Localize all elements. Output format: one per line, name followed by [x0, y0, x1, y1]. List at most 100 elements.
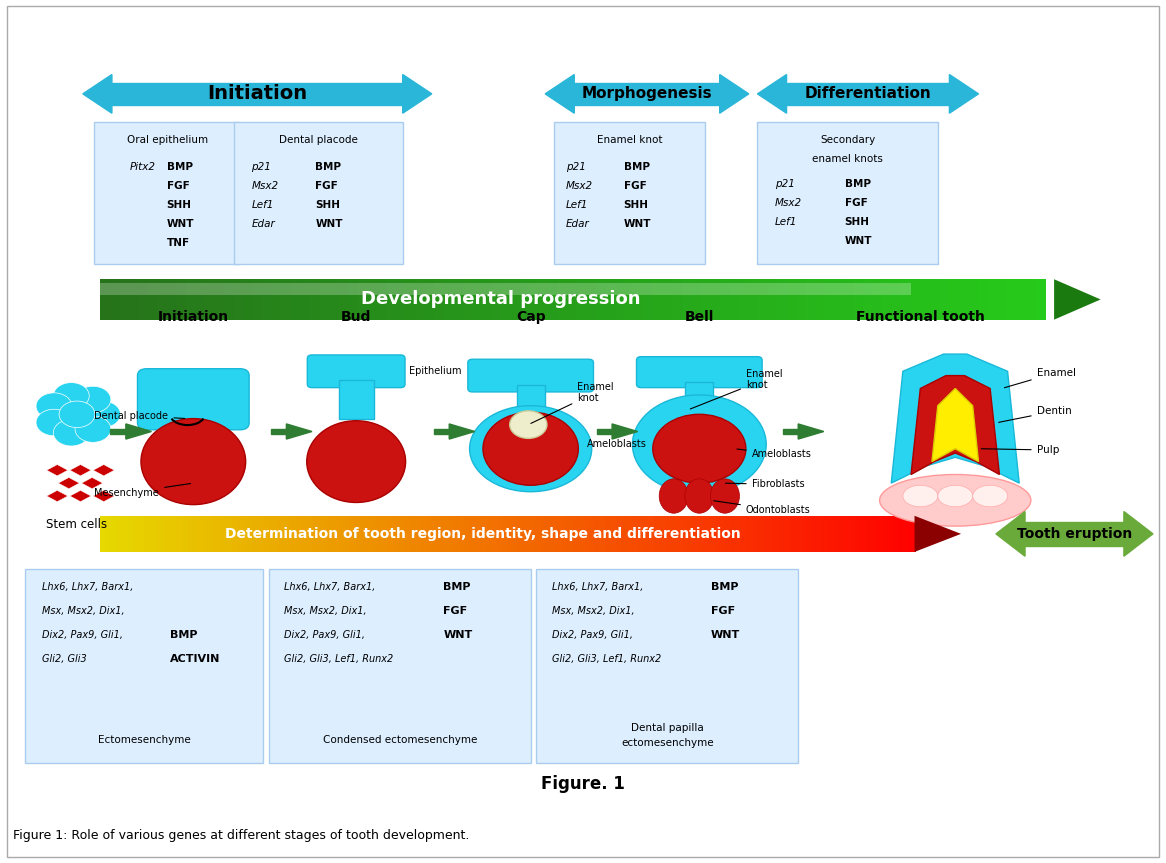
Bar: [166, 516, 173, 552]
Text: Lhx6, Lhx7, Barx1,: Lhx6, Lhx7, Barx1,: [552, 582, 642, 592]
Ellipse shape: [470, 406, 591, 492]
Bar: [801, 516, 807, 552]
Bar: [431, 516, 438, 552]
Text: TNF: TNF: [167, 238, 190, 248]
Bar: [721, 280, 731, 319]
Bar: [567, 516, 574, 552]
Bar: [139, 516, 145, 552]
Text: Ectomesenchyme: Ectomesenchyme: [98, 735, 190, 746]
Bar: [816, 280, 827, 319]
Bar: [660, 516, 666, 552]
Bar: [339, 280, 350, 319]
Bar: [625, 280, 635, 319]
Bar: [568, 280, 578, 319]
Bar: [653, 280, 665, 319]
Bar: [529, 516, 535, 552]
Bar: [290, 516, 297, 552]
Bar: [406, 280, 416, 319]
Bar: [673, 280, 683, 319]
Text: Msx, Msx2, Dix1,: Msx, Msx2, Dix1,: [285, 606, 366, 616]
Ellipse shape: [902, 485, 937, 507]
Bar: [491, 516, 498, 552]
Text: Dix2, Pax9, Gli1,: Dix2, Pax9, Gli1,: [42, 630, 124, 640]
Bar: [182, 516, 188, 552]
Bar: [638, 516, 645, 552]
Bar: [511, 280, 521, 319]
FancyBboxPatch shape: [575, 83, 719, 104]
Bar: [281, 280, 293, 319]
Bar: [187, 280, 197, 319]
Bar: [349, 280, 359, 319]
Bar: [838, 516, 845, 552]
Bar: [149, 516, 156, 552]
Bar: [546, 516, 552, 552]
Text: Ameloblasts: Ameloblasts: [586, 439, 646, 450]
Bar: [122, 516, 128, 552]
Bar: [596, 280, 607, 319]
Polygon shape: [612, 424, 638, 439]
Bar: [736, 516, 742, 552]
Bar: [520, 280, 531, 319]
Bar: [117, 516, 124, 552]
Text: Differentiation: Differentiation: [805, 86, 932, 101]
Text: Dix2, Pax9, Gli1,: Dix2, Pax9, Gli1,: [552, 630, 633, 640]
Text: BMP: BMP: [167, 162, 192, 173]
Text: FGF: FGF: [316, 181, 338, 192]
Bar: [501, 516, 508, 552]
Bar: [796, 280, 807, 319]
Bar: [930, 280, 941, 319]
Text: SHH: SHH: [844, 217, 870, 227]
Bar: [795, 516, 802, 552]
Bar: [360, 516, 367, 552]
Polygon shape: [996, 512, 1025, 557]
Bar: [187, 516, 194, 552]
Polygon shape: [799, 424, 824, 439]
Bar: [393, 516, 400, 552]
Polygon shape: [82, 477, 103, 488]
Bar: [682, 280, 693, 319]
Bar: [458, 516, 465, 552]
Bar: [616, 516, 623, 552]
Bar: [778, 280, 788, 319]
Text: FGF: FGF: [624, 181, 646, 192]
Text: WNT: WNT: [167, 219, 194, 229]
Bar: [901, 280, 912, 319]
Bar: [616, 280, 626, 319]
Bar: [606, 280, 617, 319]
Polygon shape: [914, 516, 961, 552]
Bar: [627, 516, 633, 552]
Bar: [111, 429, 126, 434]
Circle shape: [54, 419, 90, 446]
Bar: [648, 516, 655, 552]
Bar: [386, 280, 398, 319]
Bar: [909, 516, 915, 552]
Polygon shape: [93, 464, 114, 476]
Text: Gli2, Gli3: Gli2, Gli3: [42, 654, 86, 665]
Text: Edar: Edar: [566, 219, 589, 229]
Bar: [280, 516, 286, 552]
Bar: [454, 280, 464, 319]
Bar: [687, 516, 693, 552]
Bar: [350, 516, 357, 552]
Bar: [988, 280, 998, 319]
Bar: [881, 516, 888, 552]
Circle shape: [36, 409, 72, 436]
Bar: [589, 516, 596, 552]
Text: WNT: WNT: [711, 630, 740, 640]
Text: p21: p21: [252, 162, 272, 173]
Bar: [663, 280, 674, 319]
Bar: [883, 280, 893, 319]
Bar: [252, 516, 259, 552]
Polygon shape: [891, 354, 1019, 483]
Text: Lef1: Lef1: [566, 200, 588, 210]
Text: Figure 1: Role of various genes at different stages of tooth development.: Figure 1: Role of various genes at diffe…: [13, 829, 470, 842]
Bar: [873, 280, 884, 319]
Bar: [997, 280, 1007, 319]
FancyBboxPatch shape: [758, 122, 937, 264]
Bar: [577, 280, 588, 319]
Bar: [372, 516, 378, 552]
Polygon shape: [911, 375, 999, 475]
Bar: [621, 516, 628, 552]
Ellipse shape: [483, 413, 578, 485]
Bar: [887, 516, 894, 552]
